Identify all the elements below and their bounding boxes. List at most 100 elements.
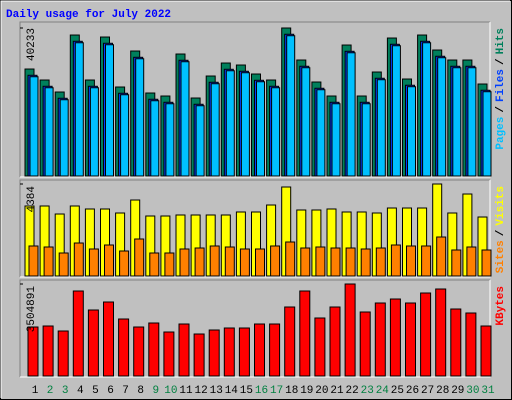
bar: [375, 247, 386, 277]
bar: [450, 308, 462, 377]
panel-bevel: [19, 21, 490, 177]
bar: [164, 252, 175, 277]
x-tick-label: 21: [330, 385, 344, 397]
bar: [120, 94, 130, 177]
bar: [452, 67, 462, 177]
bar: [165, 103, 175, 177]
chart-title: Daily usage for July 2022: [6, 9, 171, 21]
legend-entry: Sites: [495, 240, 507, 273]
bar: [344, 283, 356, 377]
bar: [27, 326, 39, 377]
x-tick-label: 26: [406, 385, 419, 397]
x-tick-label: 23: [361, 385, 374, 397]
panel-bevel: [20, 180, 491, 278]
x-tick-label: 6: [107, 385, 114, 397]
x-tick-label: 12: [194, 385, 207, 397]
bar: [466, 246, 477, 277]
bar: [256, 81, 265, 177]
bar: [194, 247, 205, 277]
bar: [135, 58, 145, 177]
x-tick-label: 17: [270, 385, 283, 397]
x-tick-label: 22: [345, 385, 358, 397]
bar: [451, 249, 462, 277]
y-tick-label: 40233: [26, 28, 38, 61]
bar: [103, 301, 114, 377]
bar: [57, 330, 69, 377]
bar: [284, 306, 296, 377]
bar: [87, 309, 99, 377]
x-tick-label: 25: [391, 385, 404, 397]
bar: [150, 100, 160, 177]
bar: [89, 87, 99, 177]
x-tick-label: 7: [122, 385, 129, 397]
x-tick-label: 20: [315, 385, 328, 397]
legend-entry: Hits: [495, 28, 507, 54]
bar: [224, 246, 235, 277]
bar: [315, 246, 326, 277]
x-tick-label: 29: [451, 385, 464, 397]
bar: [239, 248, 250, 277]
bar: [149, 252, 160, 277]
panel-bevel: [20, 280, 491, 378]
legend: Pages / Files / Hits: [495, 28, 507, 150]
x-tick-label: 10: [164, 385, 177, 397]
bar: [58, 252, 69, 277]
bar: [422, 42, 432, 177]
bar: [465, 312, 477, 377]
bar: [28, 245, 39, 277]
bar: [376, 79, 386, 177]
bar: [391, 45, 401, 177]
bar: [329, 306, 341, 377]
x-tick-label: 4: [77, 385, 84, 397]
bar: [225, 70, 235, 177]
bar: [193, 333, 205, 377]
x-tick-label: 15: [240, 385, 253, 397]
bar: [285, 241, 296, 277]
x-tick-label: 24: [376, 385, 390, 397]
bar: [374, 302, 386, 377]
bar: [390, 244, 401, 277]
bar: [480, 325, 492, 377]
x-tick-label: 31: [481, 385, 495, 397]
bar: [481, 249, 492, 277]
bar: [299, 290, 311, 377]
bar: [255, 248, 265, 277]
bar: [435, 288, 447, 377]
bar: [210, 83, 220, 177]
x-tick-label: 18: [285, 385, 298, 397]
legend-separator: /: [495, 106, 507, 113]
legend-entry: Visits: [495, 186, 507, 226]
bar: [238, 327, 250, 377]
x-tick-label: 11: [179, 385, 193, 397]
bar: [406, 245, 416, 277]
y-tick-label: 3504891: [26, 286, 38, 333]
x-tick-label: 8: [137, 385, 144, 397]
x-tick-label: 13: [210, 385, 223, 397]
legend: KBytes: [495, 286, 507, 326]
bar: [105, 44, 114, 177]
legend-entry: Files: [495, 69, 507, 102]
x-tick-label: 27: [421, 385, 434, 397]
bar: [420, 292, 432, 377]
bar: [314, 317, 326, 377]
bar: [421, 245, 432, 277]
bar: [72, 290, 84, 377]
bar: [43, 246, 54, 277]
bar: [405, 302, 416, 377]
bar: [133, 326, 145, 377]
x-tick-label: 28: [436, 385, 449, 397]
bar: [437, 57, 447, 177]
legend-entry: KBytes: [495, 286, 507, 326]
bar: [300, 247, 311, 277]
bar: [179, 248, 190, 277]
legend: Sites / Visits: [495, 186, 507, 273]
bar: [119, 250, 130, 277]
bar: [269, 323, 281, 377]
x-tick-label: 3: [62, 385, 69, 397]
x-tick-label: 2: [47, 385, 54, 397]
legend-entry: Pages: [495, 117, 507, 150]
x-tick-label: 14: [225, 385, 239, 397]
x-tick-label: 9: [152, 385, 159, 397]
x-tick-label: 19: [300, 385, 313, 397]
